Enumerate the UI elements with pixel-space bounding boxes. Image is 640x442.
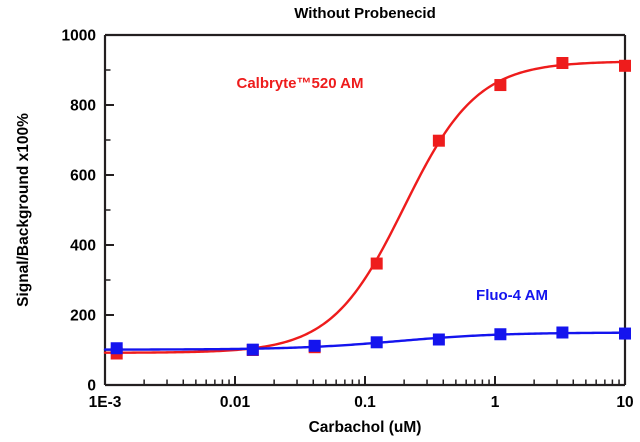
- y-tick-label: 400: [70, 238, 96, 255]
- data-point-marker: [556, 57, 569, 69]
- y-axis-tick-labels: 0 200 400 600 800 1000: [62, 28, 96, 395]
- data-point-marker: [494, 328, 507, 341]
- series-label-calbryte: Calbryte™520 AM: [237, 75, 364, 92]
- data-point-marker: [432, 134, 445, 147]
- data-point-marker: [246, 343, 259, 356]
- data-point-marker: [110, 342, 123, 355]
- data-point-marker: [619, 327, 631, 340]
- y-tick-label: 0: [87, 378, 96, 395]
- x-tick-label: 10: [616, 394, 633, 411]
- y-tick-label: 600: [70, 168, 96, 185]
- data-point-marker: [370, 336, 383, 349]
- series-annotations: Calbryte™520 AM Fluo-4 AM: [237, 75, 548, 304]
- x-axis-title: Carbachol (uM): [309, 419, 422, 436]
- y-axis-title: Signal/Background x100%: [15, 113, 32, 307]
- data-point-marker: [370, 257, 383, 270]
- y-tick-label: 1000: [62, 28, 96, 45]
- data-point-marker: [494, 79, 507, 92]
- x-tick-label: 0.01: [220, 394, 251, 411]
- data-point-marker: [432, 333, 445, 346]
- series-label-fluo4: Fluo-4 AM: [476, 287, 548, 304]
- x-tick-label: 0.1: [354, 394, 376, 411]
- series-fluo4: [103, 326, 631, 356]
- x-axis-tick-labels: 1E-3 0.01 0.1 1 10: [89, 394, 634, 411]
- data-point-marker: [619, 59, 631, 72]
- data-series-layer: [103, 57, 631, 360]
- series-fit-curve: [103, 331, 627, 351]
- x-tick-label: 1: [491, 394, 500, 411]
- y-tick-label: 200: [70, 308, 96, 325]
- data-point-marker: [308, 339, 321, 352]
- series-fit-curve: [103, 60, 627, 354]
- chart-title: Without Probenecid: [294, 5, 436, 22]
- data-point-marker: [556, 326, 569, 339]
- x-tick-label: 1E-3: [89, 394, 122, 411]
- y-tick-label: 800: [70, 98, 96, 115]
- x-axis-ticks: [104, 376, 626, 385]
